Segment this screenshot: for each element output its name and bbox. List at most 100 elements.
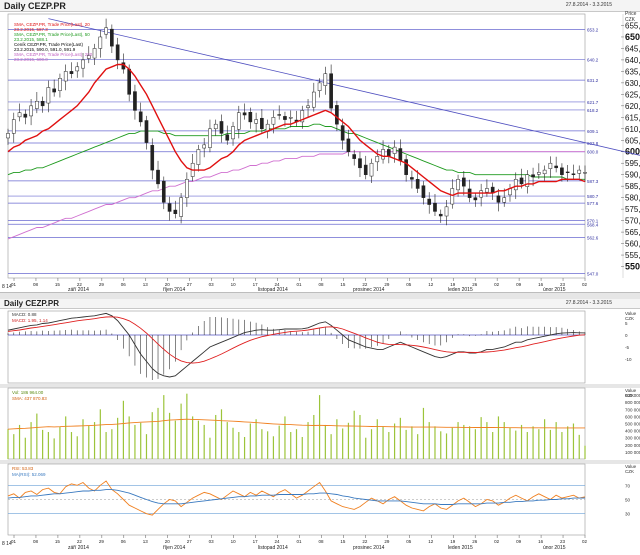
candle-body xyxy=(283,116,287,120)
x-tick-label: 20 xyxy=(165,539,171,544)
candle-body xyxy=(52,88,56,93)
volume-bar xyxy=(526,432,528,459)
volume-bar xyxy=(388,432,390,459)
volume-bar xyxy=(168,412,171,459)
candle-body xyxy=(392,146,397,154)
candle-body xyxy=(254,119,258,124)
x-tick-label: 13 xyxy=(143,282,149,287)
candle-body xyxy=(236,112,241,130)
price-chart[interactable]: 653.2 640.2 631.2 621.7 618.2 609.1 603.8 600.0… xyxy=(0,0,640,292)
y-tick-label: 625,0 xyxy=(625,90,640,99)
volume-bar xyxy=(134,424,136,459)
x-tick-label: 22 xyxy=(77,539,83,544)
volume-bar xyxy=(405,429,407,459)
x-tick-label: 15 xyxy=(55,282,61,287)
volume-bar xyxy=(111,429,113,459)
volume-bar xyxy=(497,416,500,459)
x-tick-label: 05 xyxy=(406,539,412,544)
candle-body xyxy=(242,112,247,116)
month-label: listopad 2014 xyxy=(258,545,288,551)
volume-bar xyxy=(255,419,257,459)
legend-entry: Ceník CEZP.PR, Trade Price(Last) xyxy=(14,42,83,47)
y-tick-label: 555,0 xyxy=(625,251,640,260)
volume-bar xyxy=(24,437,26,459)
macd-legend: MACD: 1.95, 1.14 xyxy=(12,318,48,323)
candle-body xyxy=(306,105,310,108)
y-tick-label: 630,0 xyxy=(625,79,640,88)
candle-body xyxy=(98,36,103,49)
sma200-line xyxy=(7,151,585,240)
candle-body xyxy=(375,156,380,163)
volume-bar xyxy=(411,426,413,459)
candle-body xyxy=(35,100,39,109)
volume-bar xyxy=(561,432,563,459)
price-window-title: Daily CEZP.PR xyxy=(4,1,66,11)
axis-left-label: 8 14 xyxy=(2,284,12,290)
x-tick-label: 23 xyxy=(560,539,566,544)
month-label: září 2014 xyxy=(68,287,89,292)
candle-body xyxy=(519,177,524,185)
candle-body xyxy=(571,173,576,175)
volume-bar xyxy=(157,407,159,459)
x-tick-label: 09 xyxy=(516,539,522,544)
indicator-window-toolbar[interactable] xyxy=(0,299,640,309)
candle-body xyxy=(352,154,357,159)
volume-bar xyxy=(567,426,569,459)
x-tick-label: 08 xyxy=(33,282,39,287)
candle-body xyxy=(219,121,224,134)
candle-body xyxy=(479,190,483,198)
candle-body xyxy=(542,169,547,175)
volume-bar xyxy=(197,420,200,459)
volume-bar xyxy=(290,432,292,459)
volume-bar xyxy=(140,422,142,459)
volume-bar xyxy=(186,393,188,459)
legend-value: 23.2.2015, 587.3 xyxy=(14,27,48,32)
volume-bar xyxy=(122,400,124,459)
candle-body xyxy=(398,148,403,162)
candle-body xyxy=(150,145,155,171)
x-tick-label: 15 xyxy=(55,539,61,544)
y-tick-label: 595,0 xyxy=(625,159,640,168)
x-tick-label: 06 xyxy=(121,539,127,544)
candle-body xyxy=(63,71,68,82)
volume-bar xyxy=(76,436,78,459)
candle-body xyxy=(525,174,530,187)
volume-bar xyxy=(342,428,344,459)
candle-body xyxy=(381,149,385,160)
price-window-toolbar[interactable] xyxy=(0,0,640,12)
candle-body xyxy=(17,112,22,118)
price-window-range: 27.8.2014 - 3.3.2015 xyxy=(565,2,612,8)
candle-body xyxy=(565,171,570,173)
volume-bar xyxy=(99,409,101,459)
volume-bar xyxy=(538,429,540,459)
month-label: prosinec 2014 xyxy=(353,545,385,551)
volume-bar xyxy=(249,423,251,459)
candle-body xyxy=(92,48,97,59)
volume-bar xyxy=(88,425,90,459)
y-tick-label: -10 xyxy=(625,357,632,362)
volume-bar xyxy=(30,422,32,459)
x-tick-label: 01 xyxy=(297,282,303,287)
candle-body xyxy=(75,66,80,72)
volume-bar xyxy=(451,427,453,459)
x-tick-label: 15 xyxy=(340,539,346,544)
candle-body xyxy=(11,119,16,134)
level-label: 547.0 xyxy=(587,271,599,276)
candle-body xyxy=(369,162,374,177)
y-tick-label: 580,0 xyxy=(625,194,640,203)
plot-area xyxy=(7,13,586,279)
x-tick-label: 12 xyxy=(428,282,434,287)
x-tick-label: 15 xyxy=(340,282,346,287)
sma50-line xyxy=(7,123,585,180)
volume-bar xyxy=(486,422,488,459)
volume-bar xyxy=(93,422,96,459)
volume-bar xyxy=(82,419,84,459)
macd-line xyxy=(7,312,586,378)
x-tick-label: 22 xyxy=(362,539,368,544)
rsi-line xyxy=(7,480,586,516)
volume-bar xyxy=(209,437,211,459)
level-label: 609.1 xyxy=(587,129,599,134)
volume-bar xyxy=(555,422,557,459)
candle-body xyxy=(196,149,201,165)
